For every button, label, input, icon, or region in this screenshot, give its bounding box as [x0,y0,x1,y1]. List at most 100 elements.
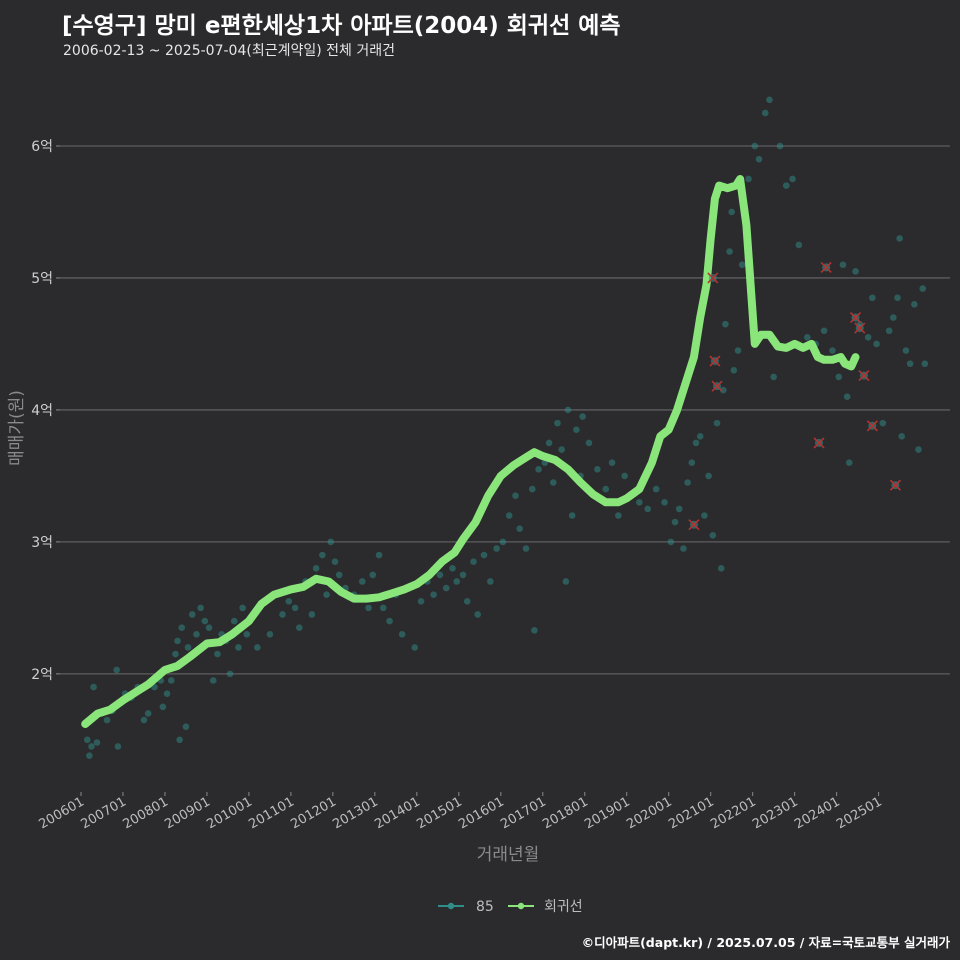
data-point-32 [205,624,213,631]
y-axis: 2억 3억 4억 5억 6억 [31,139,60,683]
data-point-56 [327,538,335,546]
cancelled-point-6 [849,311,862,324]
data-point-109 [621,472,628,480]
legend-item-85[interactable]: 85 [438,899,494,915]
y-tick-label-4: 6억 [31,139,53,155]
legend-label-85: 85 [476,899,494,915]
scatter-points [82,96,929,759]
data-point-169 [921,360,929,368]
data-point-111 [636,499,643,506]
data-point-123 [701,512,708,519]
data-point-73 [430,591,437,598]
data-point-158 [879,419,887,427]
data-point-92 [535,466,542,473]
data-point-116 [671,518,679,526]
data-point-89 [522,545,530,552]
data-point-168 [919,285,927,292]
cancelled-point-8 [858,370,870,382]
data-point-114 [661,499,668,506]
data-point-87 [512,492,519,500]
cancelled-point-4 [813,437,825,449]
data-point-128 [720,386,727,394]
data-point-129 [722,320,729,328]
data-point-55 [323,591,330,598]
data-point-78 [459,571,467,579]
data-point-95 [549,479,557,486]
x-tick-label-18: 202401 [792,794,842,832]
data-point-74 [436,571,444,579]
source-credit: ©디아파트(dapt.kr) / 2025.07.05 / 자료=국토교통부 실… [581,935,950,950]
data-point-64 [375,551,383,559]
data-point-79 [463,597,471,605]
data-point-68 [398,630,406,638]
data-point-10 [114,743,122,750]
data-point-120 [688,459,696,467]
data-point-166 [911,301,918,308]
data-point-45 [266,630,274,638]
data-point-21 [167,677,175,684]
data-point-90 [528,485,536,493]
data-point-82 [480,551,488,559]
data-point-152 [845,459,853,467]
data-point-29 [193,630,200,638]
data-point-88 [516,525,523,532]
data-point-142 [782,182,790,189]
data-point-84 [493,545,500,552]
data-point-41 [243,630,251,638]
data-point-39 [235,644,242,651]
data-point-43 [254,644,261,651]
data-point-139 [766,96,773,104]
data-point-147 [820,327,828,335]
cancelled-point-3 [711,380,723,392]
data-point-3 [88,743,95,750]
data-point-40 [239,604,246,612]
data-point-66 [386,617,393,625]
legend-label-regression: 회귀선 [544,899,583,915]
data-point-53 [312,564,320,572]
data-point-141 [776,142,784,150]
data-point-7 [103,716,111,724]
data-point-115 [667,538,675,546]
data-point-24 [176,736,183,744]
data-point-160 [890,314,897,321]
data-point-130 [726,248,733,255]
data-point-138 [761,109,769,117]
x-tick-label-16: 202201 [708,794,758,832]
data-point-33 [209,677,217,684]
legend-item-regression[interactable]: 회귀선 [508,899,583,915]
data-point-155 [864,334,872,341]
data-point-162 [896,235,903,242]
x-tick-label-2: 200801 [120,794,170,832]
data-point-121 [692,439,700,447]
data-point-122 [696,433,704,440]
data-point-52 [308,611,316,618]
x-tick-label-12: 201801 [540,794,590,832]
data-point-118 [680,545,687,552]
data-point-117 [675,505,683,513]
data-point-113 [652,485,660,493]
data-point-94 [545,439,553,447]
y-tick-label-0: 2억 [31,667,53,683]
cancelled-point-10 [889,479,901,491]
data-point-81 [474,611,482,618]
x-tick-label-11: 201701 [498,794,548,832]
regression-line-group [81,175,860,728]
cancelled-point-1 [707,272,719,284]
data-point-153 [852,268,859,275]
x-tick-label-4: 201001 [204,794,254,832]
data-point-145 [803,334,811,341]
data-point-99 [564,406,572,414]
data-point-112 [644,505,652,513]
cancelled-point-2 [709,355,721,367]
data-point-61 [358,578,366,585]
legend-marker-regression [517,902,525,910]
x-tick-label-13: 201901 [582,794,632,832]
data-point-71 [417,597,425,605]
data-point-127 [717,564,725,572]
data-point-135 [745,175,752,183]
data-point-103 [579,413,586,420]
data-point-151 [843,393,851,401]
data-point-97 [558,446,565,453]
chart-subtitle: 2006-02-13 ~ 2025-07-04(최근계약일) 전체 거래건 [63,43,395,59]
data-point-48 [285,597,293,605]
